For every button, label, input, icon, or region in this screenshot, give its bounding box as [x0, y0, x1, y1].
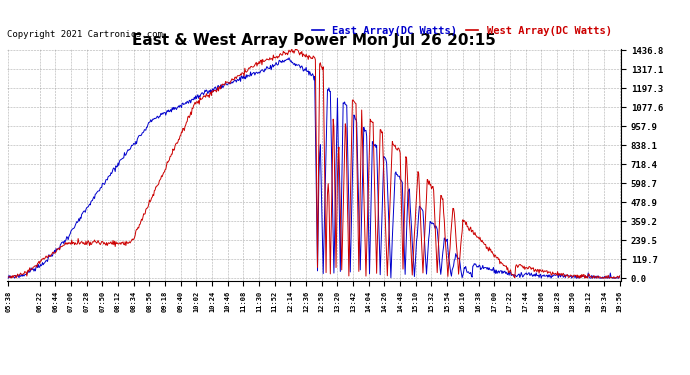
Legend: East Array(DC Watts), West Array(DC Watts): East Array(DC Watts), West Array(DC Watt… — [308, 21, 615, 40]
Title: East & West Array Power Mon Jul 26 20:15: East & West Array Power Mon Jul 26 20:15 — [132, 33, 496, 48]
Text: Copyright 2021 Cartronics.com: Copyright 2021 Cartronics.com — [7, 30, 163, 39]
